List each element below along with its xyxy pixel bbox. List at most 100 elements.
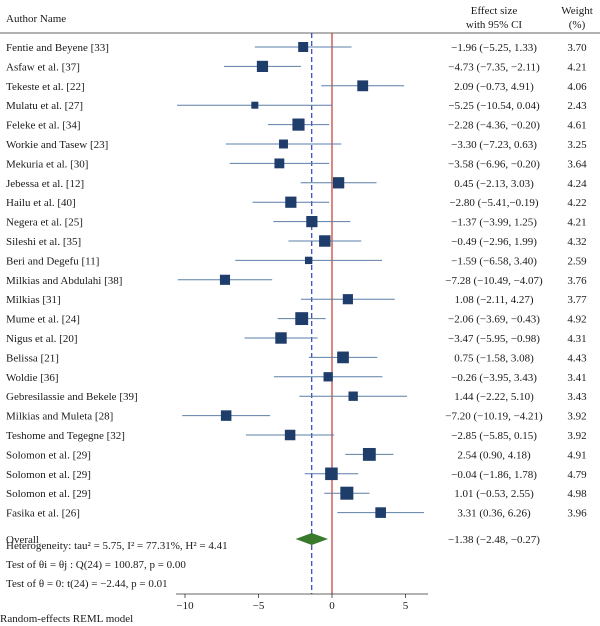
effect-size-marker	[337, 351, 349, 364]
effect-size-marker	[323, 372, 333, 382]
effect-size-label: 1.44 (−2.22, 5.10)	[454, 391, 534, 403]
overall-effect-label: −1.38 (−2.48, −0.27)	[448, 534, 540, 546]
study-name: Milkias [31]	[6, 294, 61, 306]
effect-size-marker	[362, 447, 376, 461]
weight-label: 4.98	[567, 488, 587, 500]
study-row: Teshome and Tegegne [32] −2.85 (−5.85, 0.…	[6, 429, 587, 442]
weight-label: 4.79	[567, 469, 587, 481]
study-name: Mulatu et al. [27]	[6, 100, 83, 112]
weight-label: 4.06	[567, 81, 587, 93]
effect-size-marker	[375, 507, 386, 518]
study-rows: Fentie and Beyene [33] −1.96 (−5.25, 1.33…	[6, 42, 587, 520]
effect-size-label: 0.75 (−1.58, 3.08)	[454, 352, 534, 364]
study-row: Fentie and Beyene [33] −1.96 (−5.25, 1.33…	[6, 42, 587, 54]
effect-size-label: −0.04 (−1.86, 1.78)	[451, 469, 537, 481]
study-name: Sileshi et al. [35]	[6, 236, 81, 248]
x-tick-label: 0	[329, 600, 335, 612]
study-row: Milkias [31] 1.08 (−2.11, 4.27) 3.77	[6, 294, 587, 306]
study-row: Milkias and Abdulahi [38] −7.28 (−10.49, …	[6, 274, 587, 287]
weight-label: 3.96	[567, 508, 587, 520]
study-name: Workie and Tasew [23]	[6, 139, 108, 151]
weight-label: 4.21	[567, 217, 586, 229]
study-name: Milkias and Abdulahi [38]	[6, 275, 122, 287]
study-name: Mekuria et al. [30]	[6, 158, 88, 170]
heterogeneity-text: Heterogeneity: tau² = 5.75, I² = 77.31%,…	[6, 540, 228, 552]
effect-size-marker	[275, 332, 287, 344]
study-row: Workie and Tasew [23] −3.30 (−7.23, 0.63)…	[6, 139, 587, 151]
weight-label: 3.25	[567, 139, 587, 151]
effect-size-label: −2.85 (−5.85, 0.15)	[451, 430, 537, 442]
effect-size-label: 0.45 (−2.13, 3.03)	[454, 178, 534, 190]
effect-size-label: −2.28 (−4.36, −0.20)	[448, 120, 540, 132]
test-theta-i-text: Test of θi = θj : Q(24) = 100.87, p = 0.…	[6, 559, 186, 571]
study-name: Milkias and Muleta [28]	[6, 411, 113, 423]
effect-size-marker	[340, 486, 354, 500]
study-row: Solomon et al. [29] −0.04 (−1.86, 1.78) 4.…	[6, 467, 587, 481]
effect-size-label: −1.37 (−3.99, 1.25)	[451, 217, 537, 229]
overall-label: Overall	[6, 534, 39, 546]
study-row: Solomon et al. [29] 1.01 (−0.53, 2.55) 4.9…	[6, 486, 587, 500]
weight-label: 4.43	[567, 352, 587, 364]
study-row: Gebresilassie and Bekele [39] 1.44 (−2.22…	[6, 391, 587, 403]
overall-row: Overall −1.38 (−2.48, −0.27)	[6, 533, 540, 546]
effect-size-marker	[295, 312, 309, 326]
effect-size-marker	[304, 256, 313, 265]
study-row: Sileshi et al. [35] −0.49 (−2.96, 1.99) 4.…	[6, 235, 587, 248]
study-name: Fasika et al. [26]	[6, 508, 80, 520]
study-name: Jebessa et al. [12]	[6, 178, 84, 190]
effect-size-label: −7.20 (−10.19, −4.21)	[445, 411, 543, 423]
study-name: Gebresilassie and Bekele [39]	[6, 391, 138, 403]
study-name: Asfaw et al. [37]	[6, 61, 80, 73]
study-row: Solomon et al. [29] 2.54 (0.90, 4.18) 4.91	[6, 447, 587, 461]
study-name: Beri and Degefu [11]	[6, 255, 99, 267]
effect-size-marker	[325, 467, 338, 481]
study-name: Hailu et al. [40]	[6, 197, 76, 209]
effect-size-marker	[292, 118, 305, 131]
x-axis: −10 −5 0 5	[176, 593, 428, 612]
effect-size-label: −0.49 (−2.96, 1.99)	[451, 236, 537, 248]
weight-label: 3.43	[567, 391, 587, 403]
study-name: Solomon et al. [29]	[6, 449, 91, 461]
effect-size-label: −5.25 (−10.54, 0.04)	[448, 100, 540, 112]
study-name: Nigus et al. [20]	[6, 333, 77, 345]
reference-lines	[311, 33, 333, 594]
study-row: Mulatu et al. [27] −5.25 (−10.54, 0.04) 2.…	[6, 100, 587, 112]
study-row: Belissa [21] 0.75 (−1.58, 3.08) 4.43	[6, 351, 587, 364]
study-row: Milkias and Muleta [28] −7.20 (−10.19, −4…	[6, 410, 587, 423]
study-name: Feleke et al. [34]	[6, 120, 81, 132]
study-name: Negera et al. [25]	[6, 217, 83, 229]
weight-label: 4.22	[567, 197, 586, 209]
weight-label: 3.70	[567, 42, 587, 54]
weight-label: 3.41	[567, 372, 586, 384]
effect-size-label: −2.06 (−3.69, −0.43)	[448, 314, 540, 326]
weight-label: 4.24	[567, 178, 587, 190]
effect-size-marker	[342, 294, 353, 305]
study-row: Woldie [36] −0.26 (−3.95, 3.43) 3.41	[6, 372, 587, 384]
effect-size-label: 3.31 (0.36, 6.26)	[457, 508, 531, 520]
effect-size-marker	[285, 196, 297, 208]
effect-size-marker	[256, 60, 269, 72]
x-tick-label: −5	[253, 600, 265, 612]
effect-size-marker	[251, 101, 259, 109]
effect-size-marker	[348, 391, 358, 401]
effect-size-marker	[298, 42, 309, 52]
effect-size-marker	[319, 235, 331, 247]
effect-size-marker	[306, 216, 318, 228]
study-name: Solomon et al. [29]	[6, 469, 91, 481]
effect-size-header-line1: Effect size	[471, 5, 518, 17]
study-row: Feleke et al. [34] −2.28 (−4.36, −0.20) 4.…	[6, 118, 587, 132]
overall-diamond	[295, 533, 329, 545]
study-name: Woldie [36]	[6, 372, 59, 384]
weight-label: 4.92	[567, 314, 586, 326]
weight-label: 4.61	[567, 120, 586, 132]
effect-size-label: 1.01 (−0.53, 2.55)	[454, 488, 534, 500]
weight-label: 2.43	[567, 100, 587, 112]
study-name: Mume et al. [24]	[6, 314, 80, 326]
weight-label: 4.31	[567, 333, 586, 345]
weight-label: 2.59	[567, 255, 587, 267]
effect-size-label: 2.54 (0.90, 4.18)	[457, 449, 531, 461]
effect-size-label: −0.26 (−3.95, 3.43)	[451, 372, 537, 384]
study-row: Hailu et al. [40] −2.80 (−5.41,−0.19) 4.22	[6, 196, 587, 209]
study-name: Solomon et al. [29]	[6, 488, 91, 500]
